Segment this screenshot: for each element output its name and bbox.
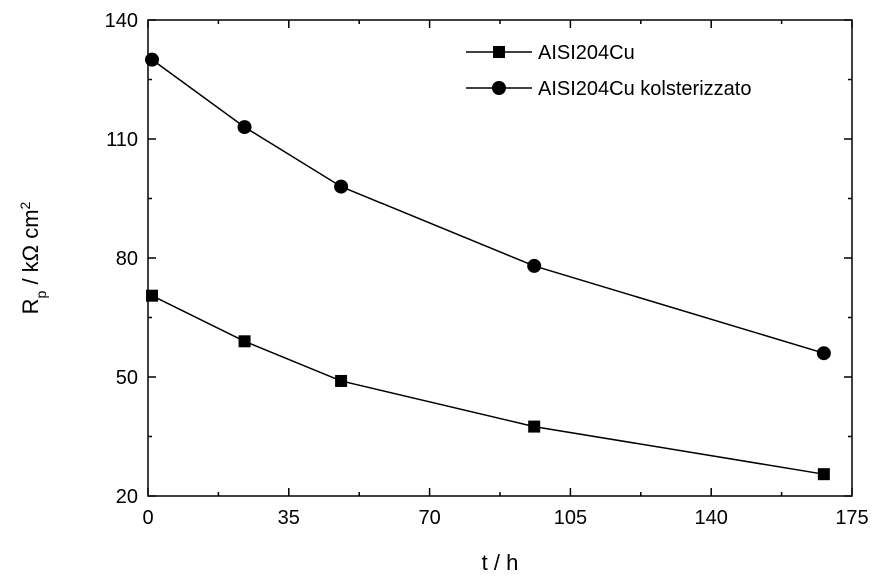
x-tick-label: 105 [554,507,587,529]
y-axis-title: Rp / kΩ cm2 [17,201,49,314]
legend-label: AISI204Cu kolsterizzato [538,78,751,100]
data-point [527,258,542,273]
y-tick-label: 50 [116,367,138,389]
x-tick-label: 35 [278,507,300,529]
data-point [335,374,348,387]
legend-item: AISI204Cu kolsterizzato [466,78,751,100]
series-1 [146,289,830,481]
axis-ticks [147,19,853,497]
data-point [238,335,251,348]
series-line [151,59,825,354]
data-point [528,420,541,433]
x-tick-label: 0 [142,507,153,529]
data-point [146,289,159,302]
data-point [817,468,830,481]
data-point [816,346,831,361]
series-2 [145,52,831,361]
legend-marker [493,46,505,58]
y-tick-label: 110 [106,129,138,151]
tick-labels: 0 35 70 105 140 175 20 50 80 110 140 [105,10,869,529]
y-tick-label: 80 [116,248,138,270]
data-point [237,120,252,135]
y-tick-label: 140 [105,10,138,32]
x-tick-label: 175 [835,507,868,529]
legend-marker [492,81,506,95]
y-axis-title-sub: p [33,290,49,298]
series-layer [145,52,831,481]
x-axis-title: t / h [482,550,519,575]
legend-item: AISI204Cu [466,42,635,64]
x-tick-label: 70 [418,507,440,529]
y-axis-title-sup: 2 [17,201,33,209]
y-axis-title-base: R [18,298,43,314]
data-point [334,179,349,194]
y-tick-label: 20 [116,486,138,508]
data-point [145,52,160,67]
legend-label: AISI204Cu [538,42,635,64]
legend: AISI204Cu AISI204Cu kolsterizzato [466,42,751,100]
y-axis-title-mid: / kΩ cm [18,209,43,290]
x-tick-label: 140 [695,507,728,529]
